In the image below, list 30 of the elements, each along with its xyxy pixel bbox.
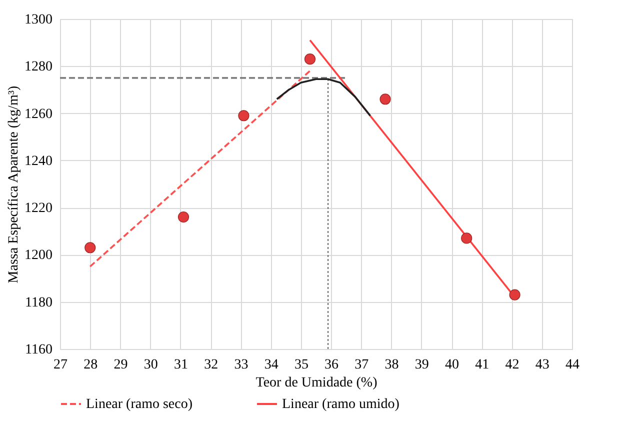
x-tick-label: 30 bbox=[144, 358, 158, 372]
y-tick-label: 1220 bbox=[24, 201, 52, 216]
x-tick-label: 40 bbox=[445, 358, 460, 372]
legend-label: Linear (ramo seco) bbox=[86, 397, 193, 412]
x-tick-label: 38 bbox=[384, 358, 399, 372]
y-tick-label: 1260 bbox=[24, 106, 52, 122]
x-axis-title: Teor de Umidade (%) bbox=[256, 376, 378, 390]
x-tick-label: 34 bbox=[264, 358, 278, 372]
x-tick-label: 44 bbox=[566, 358, 580, 372]
x-tick-label: 32 bbox=[204, 358, 218, 372]
y-tick-label: 1300 bbox=[24, 12, 52, 28]
x-tick-label: 33 bbox=[234, 358, 248, 372]
y-tick-label: 1160 bbox=[25, 342, 52, 358]
x-tick-label: 27 bbox=[54, 358, 68, 372]
y-tick-label: 1240 bbox=[24, 154, 52, 169]
y-tick-label: 1200 bbox=[24, 248, 52, 264]
x-tick-label: 29 bbox=[114, 358, 128, 372]
x-tick-label: 41 bbox=[475, 358, 490, 372]
y-tick-label: 1280 bbox=[24, 60, 52, 75]
x-tick-label: 37 bbox=[354, 358, 369, 372]
legend-label: Linear (ramo umido) bbox=[282, 397, 400, 412]
y-tick-label: 1180 bbox=[25, 295, 52, 310]
x-tick-label: 31 bbox=[174, 358, 188, 372]
x-tick-label: 43 bbox=[535, 358, 550, 372]
x-tick-label: 36 bbox=[324, 358, 339, 372]
x-tick-label: 35 bbox=[294, 358, 308, 372]
x-tick-label: 42 bbox=[505, 358, 520, 372]
x-tick-label: 39 bbox=[414, 358, 429, 372]
x-tick-label: 28 bbox=[84, 358, 98, 372]
y-axis-title: Massa Específica Aparente (kg/m³) bbox=[6, 85, 22, 284]
